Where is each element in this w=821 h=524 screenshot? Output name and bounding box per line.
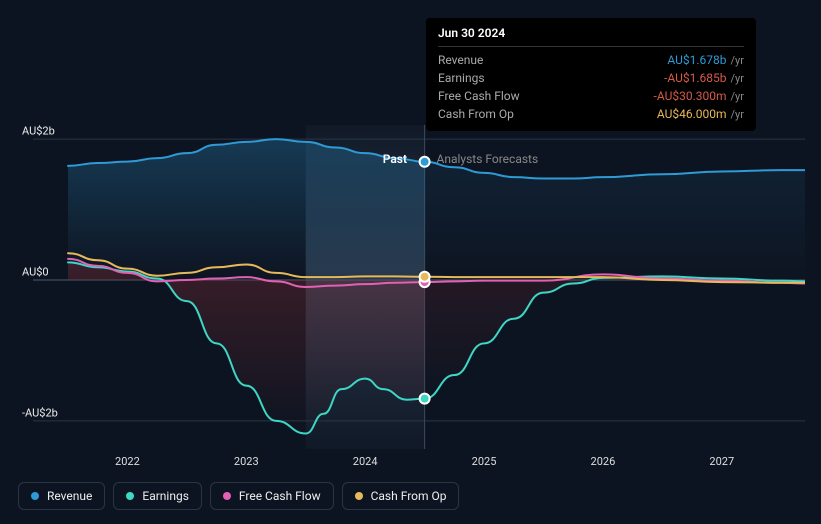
tooltip-row: Earnings -AU$1.685b/yr xyxy=(438,69,744,87)
tooltip-value: AU$1.678b xyxy=(667,53,726,67)
legend-dot-icon xyxy=(126,492,134,500)
section-label-past: Past xyxy=(383,152,407,166)
legend-item-earnings[interactable]: Earnings xyxy=(113,482,202,510)
tooltip-label: Cash From Op xyxy=(438,107,514,121)
y-axis-label: AU$2b xyxy=(22,125,55,138)
y-axis-label: -AU$2b xyxy=(22,406,58,419)
x-axis-label: 2027 xyxy=(709,455,734,468)
x-axis-label: 2023 xyxy=(234,455,259,468)
x-axis-label: 2024 xyxy=(353,455,378,468)
legend-label: Free Cash Flow xyxy=(239,489,321,503)
tooltip-label: Revenue xyxy=(438,53,483,67)
tooltip-unit: /yr xyxy=(731,72,744,85)
section-label-forecast: Analysts Forecasts xyxy=(437,152,539,166)
x-axis-label: 2026 xyxy=(591,455,616,468)
y-axis-label: AU$0 xyxy=(22,265,49,278)
tooltip-value-wrap: AU$46.000m/yr xyxy=(657,107,744,121)
financials-chart[interactable] xyxy=(18,125,805,449)
legend-item-fcf[interactable]: Free Cash Flow xyxy=(210,482,334,510)
tooltip-value: AU$46.000m xyxy=(657,107,727,121)
tooltip-value: -AU$30.300m xyxy=(654,89,727,103)
tooltip-unit: /yr xyxy=(731,90,744,103)
tooltip-label: Earnings xyxy=(438,71,485,85)
legend-dot-icon xyxy=(355,492,363,500)
tooltip-value-wrap: AU$1.678b/yr xyxy=(667,53,744,67)
legend-item-revenue[interactable]: Revenue xyxy=(18,482,105,510)
hover-tooltip: Jun 30 2024 Revenue AU$1.678b/yr Earnings -… xyxy=(426,18,756,131)
tooltip-unit: /yr xyxy=(731,108,744,121)
tooltip-value-wrap: -AU$30.300m/yr xyxy=(654,89,744,103)
tooltip-row: Cash From Op AU$46.000m/yr xyxy=(438,105,744,123)
tooltip-unit: /yr xyxy=(731,54,744,67)
tooltip-row: Revenue AU$1.678b/yr xyxy=(438,51,744,69)
chart-legend: Revenue Earnings Free Cash Flow Cash From O… xyxy=(18,482,459,510)
legend-label: Cash From Op xyxy=(371,489,447,503)
legend-label: Earnings xyxy=(142,489,189,503)
legend-dot-icon xyxy=(223,492,231,500)
tooltip-label: Free Cash Flow xyxy=(438,89,520,103)
legend-label: Revenue xyxy=(47,489,92,503)
tooltip-value-wrap: -AU$1.685b/yr xyxy=(664,71,744,85)
tooltip-value: -AU$1.685b xyxy=(664,71,726,85)
tooltip-date: Jun 30 2024 xyxy=(438,26,744,47)
x-axis-label: 2022 xyxy=(115,455,140,468)
legend-dot-icon xyxy=(31,492,39,500)
chart-svg xyxy=(18,125,805,449)
x-axis-label: 2025 xyxy=(472,455,497,468)
legend-item-cfo[interactable]: Cash From Op xyxy=(342,482,460,510)
tooltip-row: Free Cash Flow -AU$30.300m/yr xyxy=(438,87,744,105)
